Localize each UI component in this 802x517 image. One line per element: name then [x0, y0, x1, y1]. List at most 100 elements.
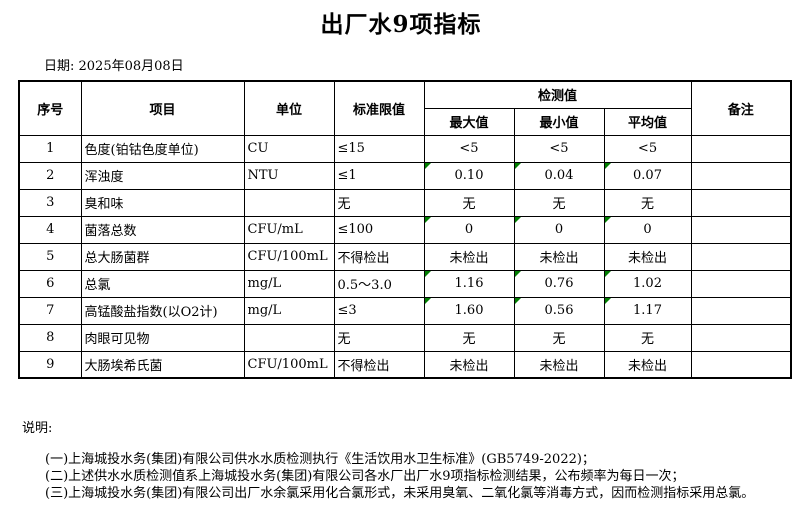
cell-unit: mg/L — [243, 296, 335, 325]
cell-unit — [243, 188, 335, 217]
cell-min: 无 — [513, 323, 605, 352]
header-row-2: 最大值 最小值 平均值 — [19, 107, 791, 136]
table-row: 7 高锰酸盐指数(以O2计) mg/L ≤3 1.60 0.56 1.17 — [18, 296, 792, 325]
cell-remark — [690, 215, 792, 244]
cell-avg: 未检出 — [603, 350, 692, 379]
date-label: 日期: 2025年08月08日 — [44, 59, 184, 74]
green-corner-flag-icon — [425, 163, 431, 169]
cell-min: 0.04 — [513, 161, 605, 190]
cell-no: 7 — [18, 296, 82, 325]
col-header-detection: 检测值 — [423, 80, 692, 109]
col-header-min: 最小值 — [513, 107, 605, 136]
cell-item: 总大肠菌群 — [80, 242, 245, 271]
cell-max: 未检出 — [423, 350, 515, 379]
green-corner-flag-icon — [605, 163, 611, 169]
table-body: 1 色度(铂钴色度单位) CU ≤15 <5 <5 <5 2 浑浊度 NTU ≤1 0.10 0.04 0… — [18, 134, 792, 379]
cell-min: 0 — [513, 215, 605, 244]
cell-min: <5 — [513, 134, 605, 163]
cell-remark — [690, 242, 792, 271]
cell-min: 0.56 — [513, 296, 605, 325]
cell-max: 1.16 — [423, 269, 515, 298]
cell-unit — [243, 323, 335, 352]
table-row: 2 浑浊度 NTU ≤1 0.10 0.04 0.07 — [18, 161, 792, 190]
col-header-avg: 平均值 — [603, 107, 692, 136]
table-row: 6 总氯 mg/L 0.5～3.0 1.16 0.76 1.02 — [18, 269, 792, 298]
cell-min: 无 — [513, 188, 605, 217]
green-corner-flag-icon — [605, 271, 611, 277]
col-header-max: 最大值 — [423, 107, 515, 136]
table-header: 序号 项目 单位 标准限值 检测值 备注 最大值 最小值 平均值 — [18, 80, 792, 136]
cell-remark — [690, 188, 792, 217]
cell-avg: <5 — [603, 134, 692, 163]
col-header-unit: 单位 — [243, 80, 335, 136]
cell-no: 3 — [18, 188, 82, 217]
cell-remark — [690, 269, 792, 298]
green-corner-flag-icon — [515, 298, 521, 304]
col-header-no: 序号 — [18, 80, 82, 136]
cell-max: 未检出 — [423, 242, 515, 271]
cell-avg: 1.02 — [603, 269, 692, 298]
cell-no: 2 — [18, 161, 82, 190]
cell-unit: CFU/mL — [243, 215, 335, 244]
note-line: (三)上海城投水务(集团)有限公司出厂水余氯采用化合氯形式，未采用臭氧、二氧化氯… — [45, 486, 755, 501]
cell-avg: 0 — [603, 215, 692, 244]
col-header-remark: 备注 — [690, 80, 792, 136]
cell-item: 大肠埃希氏菌 — [80, 350, 245, 379]
cell-max: 0 — [423, 215, 515, 244]
cell-max: 1.60 — [423, 296, 515, 325]
cell-avg: 未检出 — [603, 242, 692, 271]
green-corner-flag-icon — [605, 217, 611, 223]
green-corner-flag-icon — [515, 271, 521, 277]
notes-section: (一)上海城投水务(集团)有限公司供水水质检测执行《生活饮用水卫生标准》(GB5… — [45, 451, 754, 502]
cell-max: 0.10 — [423, 161, 515, 190]
col-header-limit: 标准限值 — [333, 80, 425, 136]
cell-limit: ≤100 — [333, 215, 425, 244]
cell-limit: 0.5～3.0 — [333, 269, 425, 298]
table-row: 1 色度(铂钴色度单位) CU ≤15 <5 <5 <5 — [18, 134, 792, 163]
green-corner-flag-icon — [425, 298, 431, 304]
table-row: 4 菌落总数 CFU/mL ≤100 0 0 0 — [18, 215, 792, 244]
cell-no: 5 — [18, 242, 82, 271]
cell-item: 高锰酸盐指数(以O2计) — [80, 296, 245, 325]
notes-label: 说明: — [22, 421, 53, 436]
cell-limit: 不得检出 — [333, 242, 425, 271]
cell-max: 无 — [423, 323, 515, 352]
cell-remark — [690, 134, 792, 163]
cell-avg: 0.07 — [603, 161, 692, 190]
green-corner-flag-icon — [425, 271, 431, 277]
cell-limit: ≤3 — [333, 296, 425, 325]
cell-avg: 无 — [603, 323, 692, 352]
cell-remark — [690, 161, 792, 190]
green-corner-flag-icon — [515, 217, 521, 223]
cell-remark — [690, 350, 792, 379]
cell-remark — [690, 296, 792, 325]
cell-no: 6 — [18, 269, 82, 298]
cell-no: 4 — [18, 215, 82, 244]
page-title: 出厂水9项指标 — [320, 11, 482, 38]
cell-no: 9 — [18, 350, 82, 379]
cell-item: 浑浊度 — [80, 161, 245, 190]
cell-limit: 不得检出 — [333, 350, 425, 379]
cell-no: 8 — [18, 323, 82, 352]
table-row: 8 肉眼可见物无无无无 — [18, 323, 792, 352]
cell-max: <5 — [423, 134, 515, 163]
green-corner-flag-icon — [605, 298, 611, 304]
cell-unit: CU — [243, 134, 335, 163]
note-line: (一)上海城投水务(集团)有限公司供水水质检测执行《生活饮用水卫生标准》(GB5… — [45, 452, 595, 467]
cell-unit: NTU — [243, 161, 335, 190]
cell-limit: 无 — [333, 323, 425, 352]
cell-unit: mg/L — [243, 269, 335, 298]
cell-avg: 1.17 — [603, 296, 692, 325]
table-row: 3 臭和味无无无无 — [18, 188, 792, 217]
cell-item: 总氯 — [80, 269, 245, 298]
cell-limit: 无 — [333, 188, 425, 217]
cell-min: 未检出 — [513, 242, 605, 271]
table-row: 5 总大肠菌群 CFU/100mL 不得检出 未检出 未检出 未检出 — [18, 242, 792, 271]
water-quality-table: 序号 项目 单位 标准限值 检测值 备注 最大值 最小值 平均值 1 色度(铂钴色… — [18, 80, 793, 379]
table-row: 9 大肠埃希氏菌 CFU/100mL 不得检出 未检出 未检出 未检出 — [18, 350, 792, 379]
cell-remark — [690, 323, 792, 352]
cell-item: 色度(铂钴色度单位) — [80, 134, 245, 163]
green-corner-flag-icon — [425, 217, 431, 223]
cell-max: 无 — [423, 188, 515, 217]
